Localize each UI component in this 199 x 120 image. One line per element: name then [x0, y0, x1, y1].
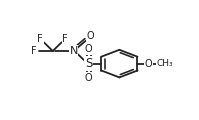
Text: F: F	[31, 46, 37, 56]
Text: O: O	[145, 59, 152, 69]
Text: O: O	[86, 31, 94, 41]
Text: O: O	[85, 44, 92, 54]
Text: F: F	[37, 34, 43, 44]
Text: F: F	[62, 34, 68, 44]
Text: CH₃: CH₃	[157, 59, 173, 68]
Text: S: S	[85, 57, 92, 70]
Text: O: O	[85, 73, 92, 83]
Text: N: N	[69, 46, 78, 56]
